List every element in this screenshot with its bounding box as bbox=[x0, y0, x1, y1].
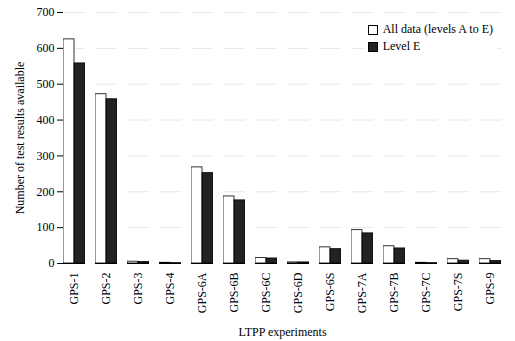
html-text:All data (levels A to E): All data (levels A to E) bbox=[382, 22, 493, 36]
svg-text:0: 0 bbox=[49, 256, 55, 270]
svg-text:GPS-9: GPS-9 bbox=[483, 273, 497, 305]
svg-text:700: 700 bbox=[37, 5, 55, 19]
svg-text:GPS-7A: GPS-7A bbox=[355, 272, 369, 313]
svg-text:200: 200 bbox=[37, 185, 55, 199]
svg-text:500: 500 bbox=[37, 77, 55, 91]
svg-text:Number of test results availab: Number of test results available bbox=[13, 62, 27, 215]
svg-text:GPS-7C: GPS-7C bbox=[419, 273, 433, 313]
svg-text:LTPP experiments: LTPP experiments bbox=[238, 325, 326, 339]
svg-text:GPS-2: GPS-2 bbox=[99, 273, 113, 305]
svg-text:GPS-7B: GPS-7B bbox=[387, 273, 401, 313]
svg-text:GPS-4: GPS-4 bbox=[163, 273, 177, 305]
svg-text:400: 400 bbox=[37, 113, 55, 127]
svg-text:GPS-1: GPS-1 bbox=[67, 273, 81, 305]
svg-text:100: 100 bbox=[37, 220, 55, 234]
svg-text:300: 300 bbox=[37, 149, 55, 163]
svg-text:600: 600 bbox=[37, 41, 55, 55]
svg-text:GPS-6B: GPS-6B bbox=[227, 273, 241, 313]
svg-text:GPS-6C: GPS-6C bbox=[259, 273, 273, 313]
svg-text:GPS-6S: GPS-6S bbox=[323, 273, 337, 312]
svg-text:GPS-6D: GPS-6D bbox=[291, 272, 305, 313]
html-text:Level E: Level E bbox=[382, 39, 421, 53]
svg-text:GPS-7S: GPS-7S bbox=[451, 273, 465, 312]
svg-text:GPS-6A: GPS-6A bbox=[195, 272, 209, 313]
svg-text:GPS-3: GPS-3 bbox=[131, 273, 145, 305]
